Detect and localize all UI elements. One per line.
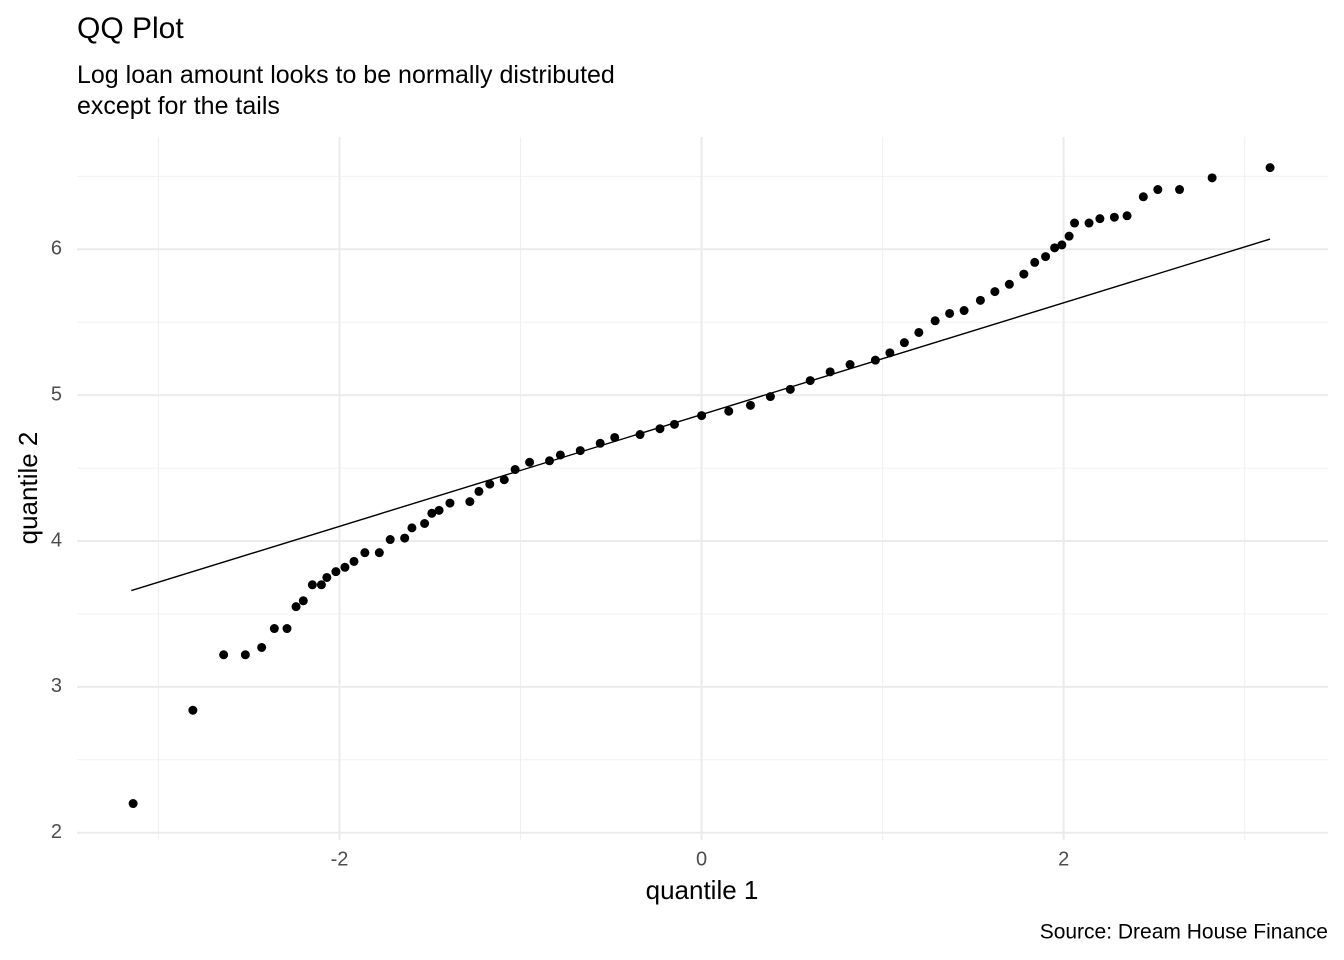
point bbox=[1153, 185, 1163, 195]
point bbox=[1019, 269, 1029, 279]
point bbox=[845, 360, 855, 370]
x-tick-label: 0 bbox=[696, 848, 707, 870]
point bbox=[385, 535, 395, 545]
chart-title: QQ Plot bbox=[77, 12, 184, 45]
point bbox=[595, 438, 605, 448]
point bbox=[1004, 279, 1014, 289]
point bbox=[291, 602, 301, 612]
point bbox=[322, 572, 332, 582]
point bbox=[555, 450, 565, 460]
point bbox=[1057, 240, 1067, 250]
point bbox=[340, 562, 350, 572]
point bbox=[307, 580, 317, 590]
point bbox=[669, 419, 679, 429]
point bbox=[282, 624, 292, 634]
point bbox=[1070, 218, 1080, 228]
point bbox=[959, 306, 969, 316]
y-tick-label: 4 bbox=[51, 529, 62, 551]
point bbox=[1084, 218, 1094, 228]
point bbox=[724, 406, 734, 416]
point bbox=[1138, 192, 1148, 202]
point bbox=[885, 348, 895, 358]
caption: Source: Dream House Finance bbox=[1040, 921, 1328, 944]
point bbox=[420, 519, 430, 529]
point bbox=[697, 411, 707, 421]
point bbox=[1207, 173, 1217, 183]
point bbox=[575, 446, 585, 456]
point bbox=[635, 430, 645, 440]
chart-subtitle: Log loan amount looks to be normally dis… bbox=[77, 61, 615, 120]
point bbox=[349, 556, 359, 566]
point bbox=[899, 338, 909, 348]
point bbox=[499, 475, 509, 485]
point bbox=[485, 479, 495, 489]
x-axis-title: quantile 1 bbox=[646, 875, 759, 905]
point bbox=[870, 355, 880, 365]
y-tick-label: 6 bbox=[51, 238, 62, 260]
point bbox=[1122, 211, 1132, 221]
point bbox=[545, 456, 555, 466]
point bbox=[1175, 185, 1185, 195]
point bbox=[465, 497, 475, 507]
point bbox=[474, 486, 484, 496]
point bbox=[945, 308, 955, 318]
point bbox=[975, 295, 985, 305]
point bbox=[745, 400, 755, 410]
point bbox=[1265, 163, 1275, 173]
point bbox=[510, 465, 520, 475]
point bbox=[269, 624, 279, 634]
point bbox=[407, 523, 417, 533]
point bbox=[765, 392, 775, 402]
point bbox=[219, 650, 229, 660]
point bbox=[188, 705, 198, 715]
point bbox=[785, 384, 795, 394]
point bbox=[1050, 243, 1060, 253]
point bbox=[374, 548, 384, 558]
x-tick-label: 2 bbox=[1058, 848, 1069, 870]
y-tick-label: 2 bbox=[51, 821, 62, 843]
point bbox=[610, 432, 620, 442]
point bbox=[1030, 257, 1040, 267]
y-tick-label: 3 bbox=[51, 675, 62, 697]
point bbox=[298, 596, 308, 606]
point bbox=[805, 376, 815, 386]
point bbox=[400, 533, 410, 543]
point bbox=[990, 287, 1000, 297]
point bbox=[914, 327, 924, 337]
point bbox=[128, 799, 138, 809]
point bbox=[1041, 252, 1051, 262]
x-tick-label: -2 bbox=[331, 848, 349, 870]
point bbox=[427, 508, 437, 518]
y-tick-label: 5 bbox=[51, 383, 62, 405]
point bbox=[331, 567, 341, 577]
point bbox=[240, 650, 250, 660]
point bbox=[257, 642, 267, 652]
point bbox=[445, 498, 455, 508]
point bbox=[655, 424, 665, 434]
point bbox=[825, 367, 835, 377]
point bbox=[434, 505, 444, 515]
point bbox=[1109, 212, 1119, 222]
point bbox=[360, 548, 370, 558]
point bbox=[525, 457, 535, 467]
point bbox=[316, 580, 326, 590]
point bbox=[1064, 231, 1074, 241]
point bbox=[1095, 214, 1105, 224]
y-axis-title: quantile 2 bbox=[13, 432, 43, 545]
point bbox=[930, 316, 940, 326]
